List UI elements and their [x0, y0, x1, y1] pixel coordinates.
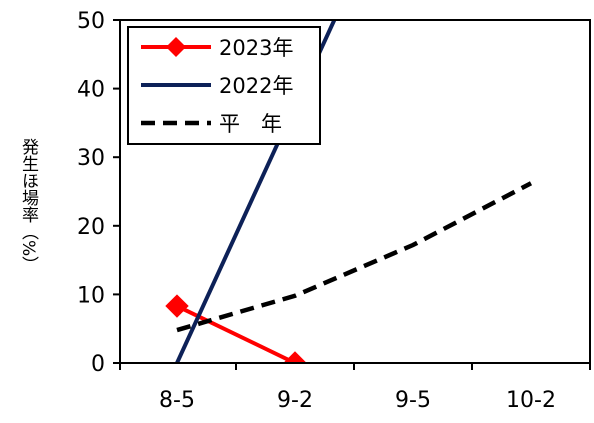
- x-tick-label: 10-2: [506, 388, 556, 413]
- data-point-marker: [283, 351, 307, 363]
- y-tick-label: 10: [77, 283, 105, 308]
- y-tick-label: 40: [77, 78, 105, 103]
- x-tick-label: 9-2: [277, 388, 313, 413]
- legend-label: 2022年: [219, 74, 293, 98]
- x-tick-label: 9-5: [395, 388, 431, 413]
- y-tick-label: 30: [77, 146, 105, 171]
- data-point-marker: [165, 294, 189, 318]
- y-tick-label: 0: [91, 352, 105, 377]
- y-axis-label: 発生ほ場率（%）: [18, 138, 39, 273]
- x-tick-label: 8-5: [159, 388, 195, 413]
- series-line-1: [175, 20, 337, 363]
- series-line-2: [176, 181, 533, 333]
- y-tick-label: 50: [77, 9, 105, 34]
- y-tick-label: 20: [77, 215, 105, 240]
- legend-label: 平 年: [219, 112, 282, 136]
- legend-label: 2023年: [219, 36, 293, 60]
- plot-frame: [119, 19, 591, 364]
- legend-marker: [166, 37, 186, 57]
- series-line-0: [176, 304, 296, 363]
